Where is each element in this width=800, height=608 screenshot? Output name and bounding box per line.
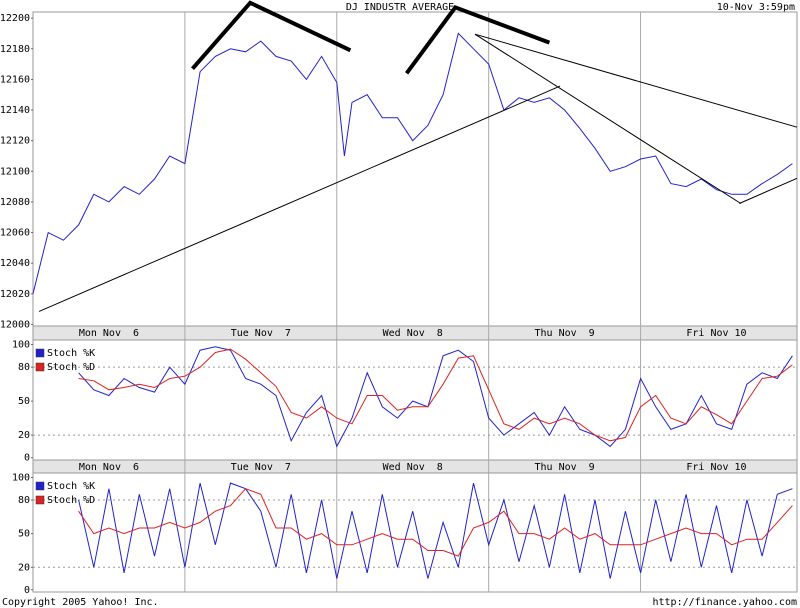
x-tick-label: Tue Nov 7 (231, 328, 291, 339)
legend-label: Stoch %K (47, 481, 95, 492)
y-tick-label: 12100 (0, 166, 30, 177)
y-tick-label: 0 (24, 453, 30, 464)
price-line (32, 32, 793, 294)
trend-line (474, 33, 798, 128)
y-tick-label: 12120 (0, 136, 30, 147)
y-tick-label: 12040 (0, 258, 30, 269)
y-tick-label: 0 (24, 585, 30, 596)
y-tick-label: 12060 (0, 228, 30, 239)
plot-area (32, 339, 798, 461)
y-tick-label: 12020 (0, 289, 30, 300)
series-line (78, 488, 793, 557)
x-tick-label: Wed Nov 8 (383, 328, 443, 339)
y-tick-label: 100 (12, 472, 30, 483)
x-tick-label: Fri Nov 10 (686, 328, 746, 339)
y-tick-label: 50 (18, 396, 30, 407)
y-tick-label: 12160 (0, 74, 30, 85)
y-tick-label: 80 (18, 495, 30, 506)
x-tick-label: Fri Nov 10 (686, 462, 746, 473)
y-tick-label: 20 (18, 430, 30, 441)
y-tick-label: 20 (18, 562, 30, 573)
y-tick-label: 12180 (0, 44, 30, 55)
legend-label: Stoch %D (47, 495, 95, 506)
legend-label: Stoch %K (47, 348, 95, 359)
trend-line (739, 177, 798, 204)
y-tick-label: 80 (18, 362, 30, 373)
x-tick-label: Thu Nov 9 (535, 328, 595, 339)
y-tick-label: 12140 (0, 105, 30, 116)
x-tick-label: Mon Nov 6 (79, 462, 139, 473)
trend-line (38, 85, 561, 312)
chart-title: DJ INDUSTR AVERAGE (346, 2, 454, 13)
x-tick-label: Mon Nov 6 (79, 328, 139, 339)
copyright: Copyright 2005 Yahoo! Inc. (2, 597, 159, 608)
x-tick-label: Tue Nov 7 (231, 462, 291, 473)
y-tick-label: 12080 (0, 197, 30, 208)
legend-label: Stoch %D (47, 362, 95, 373)
x-tick-label: Wed Nov 8 (383, 462, 443, 473)
y-tick-label: 12000 (0, 319, 30, 330)
legend-swatch (35, 481, 45, 491)
y-tick-label: 50 (18, 529, 30, 540)
timestamp: 10-Nov 3:59pm (717, 2, 795, 13)
legend-swatch (35, 348, 45, 358)
trend-line (190, 0, 352, 71)
plot-area (32, 472, 798, 593)
x-tick-label: Thu Nov 9 (535, 462, 595, 473)
source-url: http://finance.yahoo.com (653, 597, 798, 608)
legend-swatch (35, 362, 45, 372)
trend-line (404, 4, 551, 75)
y-tick-label: 12200 (0, 13, 30, 24)
trend-line (474, 33, 742, 204)
series-line (78, 346, 793, 448)
legend-swatch (35, 495, 45, 505)
series-line (78, 348, 793, 442)
y-tick-label: 100 (12, 340, 30, 351)
